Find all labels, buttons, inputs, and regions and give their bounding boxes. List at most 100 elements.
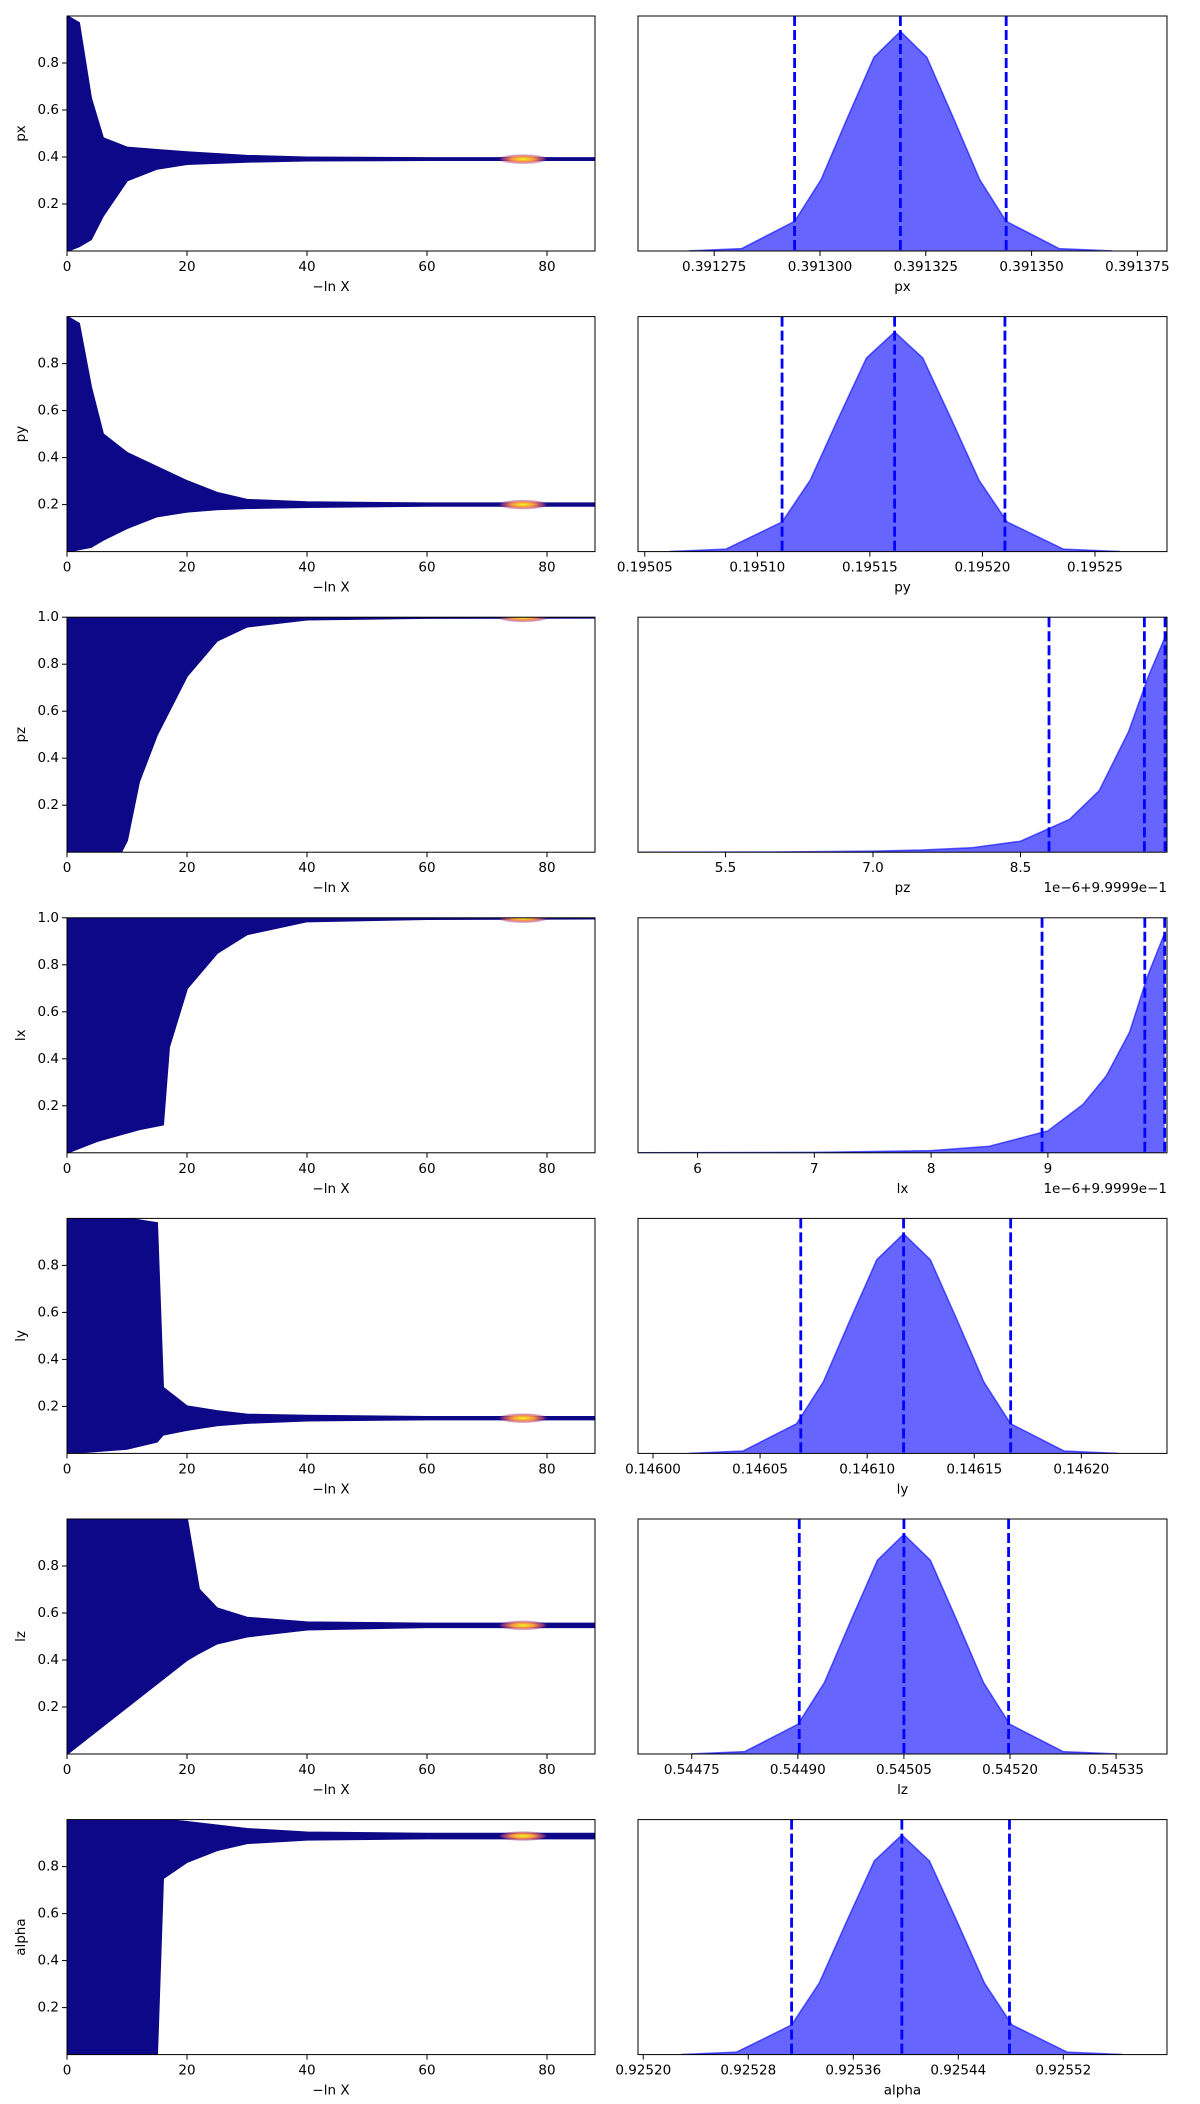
trace-envelope: [67, 316, 595, 552]
y-tick-label: 0.4: [38, 1351, 59, 1367]
plot-area: [639, 917, 1167, 1153]
x-axis-label: lz: [897, 1782, 908, 1798]
axes-frame: [637, 616, 1168, 853]
x-tick-label: 0.19525: [1067, 560, 1123, 576]
x-tick-label: 80: [538, 560, 555, 576]
x-tick-label: 0.92520: [615, 2063, 671, 2079]
x-tick-label: 20: [178, 259, 195, 275]
x-tick-label: 20: [178, 860, 195, 876]
x-tick-label: 6: [693, 1161, 702, 1177]
x-tick-label: 0.54505: [876, 1762, 932, 1778]
x-axis-label: −ln X: [312, 2083, 349, 2099]
x-axis-label: −ln X: [312, 1782, 349, 1798]
y-tick-label: 0.2: [38, 196, 59, 212]
plot-area: [638, 617, 1167, 853]
axes-frame: [66, 1217, 596, 1454]
y-tick-label: 0.2: [38, 1398, 59, 1414]
density-line: [639, 932, 1166, 1153]
axes-frame: [637, 15, 1168, 252]
x-tick-label: 80: [538, 1161, 555, 1177]
density-area: [689, 1233, 1118, 1454]
x-tick-label: 0.19510: [729, 560, 785, 576]
plot-area: [67, 16, 595, 251]
y-axis-label: px: [13, 125, 29, 142]
x-tick-label: 40: [298, 860, 315, 876]
x-tick-label: 0.19520: [954, 560, 1010, 576]
x-tick-label: 80: [538, 860, 555, 876]
x-tick-label: 40: [298, 1161, 315, 1177]
x-tick-label: 80: [538, 1461, 555, 1477]
axes-frame: [637, 1518, 1168, 1755]
x-tick-label: 60: [418, 560, 435, 576]
plot-area: [681, 1819, 1123, 2055]
y-tick-label: 0.8: [38, 1257, 59, 1273]
y-tick-label: 0.4: [38, 149, 59, 165]
weight-peak: [497, 154, 549, 165]
plot-area: [669, 316, 1120, 552]
x-tick-label: 20: [178, 1161, 195, 1177]
x-axis-label: −ln X: [312, 880, 349, 896]
weight-peak: [497, 1620, 549, 1631]
x-tick-label: 0.14615: [946, 1461, 1002, 1477]
y-tick-label: 0.8: [38, 356, 59, 372]
x-tick-label: 0.54490: [770, 1762, 826, 1778]
x-tick-label: 80: [538, 259, 555, 275]
plot-area: [67, 617, 595, 853]
panel: 0.54475 0.54490 0.54505 0.54520 0.54535 lz: [637, 1518, 1168, 1798]
density-area: [638, 632, 1167, 853]
x-tick-label: 0.19515: [842, 560, 898, 576]
x-tick-label: 40: [298, 2063, 315, 2079]
x-tick-label: 60: [418, 2063, 435, 2079]
x-axis-label: px: [894, 279, 911, 295]
panel: 0.92520 0.92528 0.92536 0.92544 0.92552 alpha: [615, 1819, 1168, 2099]
x-tick-label: 0.92536: [825, 2063, 881, 2079]
panel: 0 20 40 60 80 0.2 0.4 0.6 0.8 1.0 −ln X pz: [13, 609, 596, 896]
plot-area: [691, 1519, 1117, 1754]
y-axis-label: pz: [13, 727, 29, 743]
x-tick-label: 60: [418, 860, 435, 876]
y-axis-label: ly: [13, 1330, 29, 1342]
y-tick-label: 0.2: [38, 2000, 59, 2016]
x-tick-label: 0.92552: [1035, 2063, 1091, 2079]
y-tick-label: 0.8: [38, 656, 59, 672]
x-tick-label: 0.391275: [682, 259, 746, 275]
plot-area: [688, 16, 1113, 251]
y-tick-label: 0.4: [38, 1652, 59, 1668]
density-area: [691, 1534, 1117, 1754]
x-tick-label: 9: [1044, 1161, 1053, 1177]
axes-frame: [637, 917, 1168, 1154]
y-tick-label: 0.8: [38, 1859, 59, 1875]
x-tick-label: 20: [178, 1461, 195, 1477]
x-tick-label: 7.0: [862, 860, 883, 876]
y-tick-label: 1.0: [38, 609, 59, 625]
axes-frame: [66, 1819, 596, 2056]
y-axis-label: lx: [13, 1029, 29, 1041]
y-tick-label: 0.6: [38, 703, 59, 719]
y-tick-label: 0.4: [38, 1051, 59, 1067]
panel: 0 20 40 60 80 0.2 0.4 0.6 0.8 −ln X alpha: [13, 1819, 596, 2099]
y-tick-label: 0.6: [38, 403, 59, 419]
x-tick-label: 40: [298, 1461, 315, 1477]
x-tick-label: 0: [63, 1762, 72, 1778]
axes-frame: [637, 1217, 1168, 1454]
x-tick-label: 8.5: [1010, 860, 1031, 876]
x-tick-label: 40: [298, 259, 315, 275]
plot-area: [67, 917, 595, 1153]
panel: 5.5 7.0 8.5 pz 1e−6+9.9999e−1: [637, 616, 1168, 896]
x-tick-label: 60: [418, 1461, 435, 1477]
panel: 0 20 40 60 80 0.2 0.4 0.6 0.8 −ln X px: [13, 15, 596, 295]
y-tick-label: 0.2: [38, 797, 59, 813]
x-tick-label: 0: [63, 2063, 72, 2079]
density-area: [688, 31, 1112, 251]
plot-area: [67, 316, 595, 552]
x-tick-label: 80: [538, 1762, 555, 1778]
x-tick-label: 5.5: [715, 860, 736, 876]
x-tick-label: 0: [63, 860, 72, 876]
offset-label: 1e−6+9.9999e−1: [1043, 1181, 1167, 1197]
plot-area: [67, 1218, 595, 1454]
x-axis-label: pz: [895, 880, 911, 896]
y-tick-label: 0.2: [38, 497, 59, 513]
y-tick-label: 0.8: [38, 957, 59, 973]
x-tick-label: 60: [418, 1762, 435, 1778]
